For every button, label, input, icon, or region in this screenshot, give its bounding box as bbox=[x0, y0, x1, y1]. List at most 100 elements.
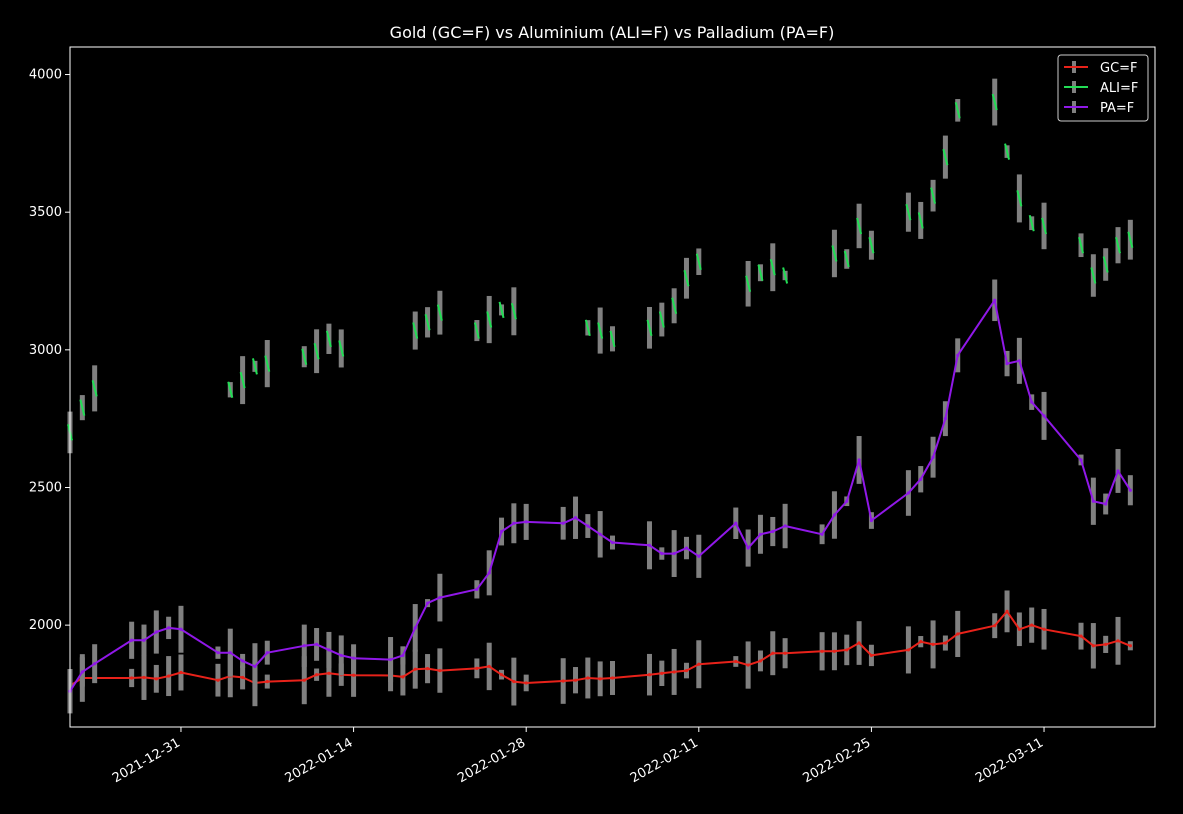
data-point bbox=[424, 314, 431, 331]
data-point bbox=[597, 322, 604, 339]
data-point bbox=[857, 458, 861, 462]
data-point bbox=[301, 348, 308, 365]
data-point bbox=[919, 640, 923, 644]
series-PA=F bbox=[67, 279, 1133, 714]
y-tick-label: 3500 bbox=[29, 205, 62, 220]
data-point bbox=[672, 670, 676, 674]
data-point bbox=[314, 642, 319, 647]
data-point bbox=[771, 651, 775, 655]
data-point bbox=[487, 664, 491, 669]
data-point bbox=[227, 381, 234, 398]
legend-box bbox=[1057, 54, 1149, 122]
data-point bbox=[265, 679, 269, 684]
data-point bbox=[671, 297, 678, 315]
data-point bbox=[1017, 627, 1021, 631]
data-point bbox=[1115, 236, 1121, 254]
data-point bbox=[499, 529, 504, 534]
data-point bbox=[216, 651, 220, 655]
data-point bbox=[167, 674, 171, 678]
data-point bbox=[401, 675, 405, 679]
data-point bbox=[683, 270, 690, 287]
data-point bbox=[327, 671, 331, 675]
data-point bbox=[697, 554, 701, 558]
data-point bbox=[758, 659, 763, 663]
data-point bbox=[228, 651, 232, 655]
data-point bbox=[1102, 256, 1109, 273]
data-point bbox=[436, 304, 443, 321]
data-point bbox=[130, 638, 134, 642]
data-point bbox=[672, 551, 676, 556]
data-point bbox=[906, 491, 911, 495]
data-point bbox=[869, 518, 874, 523]
data-point bbox=[1042, 414, 1046, 418]
data-point bbox=[734, 659, 738, 664]
legend-label: GC=F bbox=[1100, 61, 1138, 76]
data-point bbox=[1116, 639, 1120, 643]
data-point bbox=[1090, 267, 1097, 284]
data-point bbox=[917, 212, 924, 229]
data-point bbox=[783, 651, 787, 655]
data-point bbox=[943, 417, 947, 421]
data-point bbox=[167, 626, 171, 630]
data-point bbox=[993, 624, 997, 628]
data-point bbox=[265, 651, 269, 655]
data-point bbox=[1041, 217, 1048, 235]
data-point bbox=[388, 657, 393, 662]
data-point bbox=[931, 642, 935, 647]
data-point bbox=[1091, 644, 1095, 648]
data-point bbox=[130, 676, 134, 680]
data-point bbox=[771, 529, 775, 534]
data-point bbox=[91, 380, 98, 397]
data-point bbox=[586, 676, 590, 680]
data-point bbox=[684, 668, 689, 673]
data-point bbox=[425, 667, 430, 671]
data-point bbox=[154, 677, 158, 681]
data-point bbox=[327, 648, 331, 652]
legend-label: ALI=F bbox=[1100, 81, 1138, 96]
data-point bbox=[142, 638, 146, 642]
series-layer bbox=[67, 78, 1134, 714]
data-point bbox=[561, 521, 565, 525]
data-point bbox=[1005, 361, 1009, 366]
data-point bbox=[524, 520, 528, 524]
series-ALI=F bbox=[67, 78, 1134, 454]
data-point bbox=[586, 524, 590, 528]
data-point bbox=[660, 671, 664, 675]
chart-title: Gold (GC=F) vs Aluminium (ALI=F) vs Pall… bbox=[390, 23, 835, 42]
data-point bbox=[684, 546, 689, 550]
data-point bbox=[942, 148, 949, 166]
data-point bbox=[845, 648, 849, 652]
data-point bbox=[1104, 642, 1108, 647]
data-point bbox=[1028, 214, 1035, 232]
data-point bbox=[438, 668, 442, 673]
data-point bbox=[314, 673, 319, 677]
data-point bbox=[1017, 359, 1021, 363]
data-point bbox=[475, 587, 479, 591]
data-point bbox=[80, 670, 84, 674]
data-point bbox=[1116, 469, 1120, 473]
data-point bbox=[647, 673, 652, 677]
data-point bbox=[93, 662, 97, 666]
data-point bbox=[487, 571, 491, 575]
data-point bbox=[401, 653, 405, 658]
data-point bbox=[338, 340, 345, 357]
data-point bbox=[142, 675, 146, 680]
data-point bbox=[954, 102, 961, 119]
data-point bbox=[931, 455, 935, 459]
data-point bbox=[746, 546, 750, 550]
data-point bbox=[302, 678, 306, 682]
data-point bbox=[438, 596, 442, 600]
plot-frame bbox=[69, 46, 1156, 728]
data-point bbox=[869, 653, 874, 658]
data-point bbox=[253, 664, 257, 669]
data-point bbox=[1016, 190, 1023, 207]
data-point bbox=[510, 303, 517, 320]
data-point bbox=[820, 532, 824, 536]
data-point bbox=[1091, 499, 1095, 503]
data-point bbox=[956, 353, 960, 357]
data-point bbox=[351, 673, 356, 677]
y-tick-label: 2000 bbox=[29, 618, 62, 633]
data-point bbox=[1104, 502, 1108, 506]
data-point bbox=[413, 626, 417, 630]
